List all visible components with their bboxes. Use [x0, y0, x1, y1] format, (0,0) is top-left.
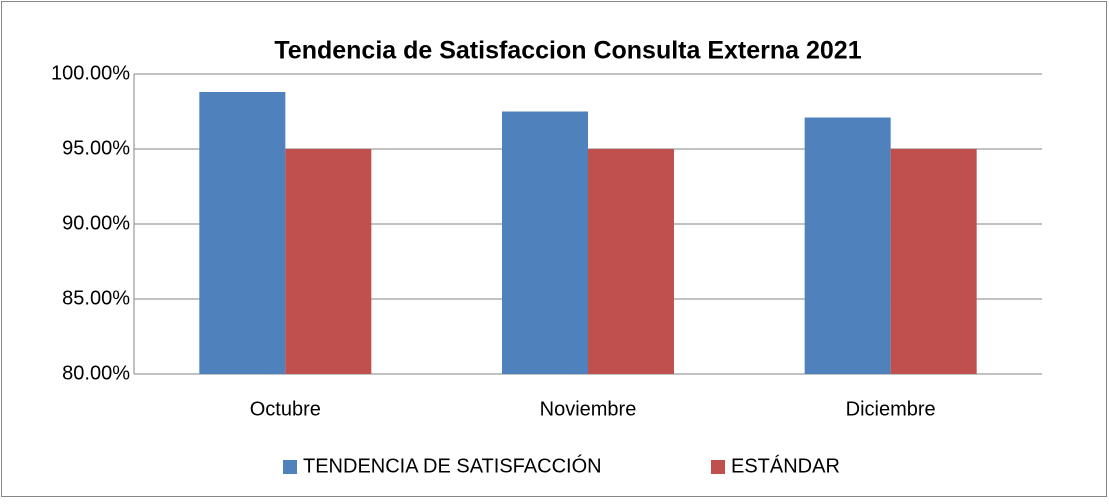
bar — [199, 92, 286, 374]
legend-label: ESTÁNDAR — [731, 454, 840, 477]
bar — [890, 149, 977, 374]
bar — [804, 117, 891, 374]
x-tick-label: Octubre — [250, 398, 321, 420]
y-tick-label: 95.00% — [62, 137, 130, 159]
legend-label: TENDENCIA DE SATISFACCIÓN — [303, 454, 602, 477]
x-tick-label: Diciembre — [846, 398, 936, 420]
chart-title: Tendencia de Satisfaccion Consulta Exter… — [274, 37, 861, 65]
y-tick-label: 85.00% — [62, 287, 130, 309]
legend-swatch — [711, 460, 725, 474]
bar — [588, 149, 674, 374]
y-tick-label: 80.00% — [62, 362, 130, 384]
legend-swatch — [283, 460, 297, 474]
bar — [285, 149, 372, 374]
y-tick-label: 90.00% — [62, 212, 130, 234]
bar — [502, 111, 588, 374]
y-tick-label: 100.00% — [51, 62, 130, 84]
x-tick-label: Noviembre — [540, 398, 637, 420]
